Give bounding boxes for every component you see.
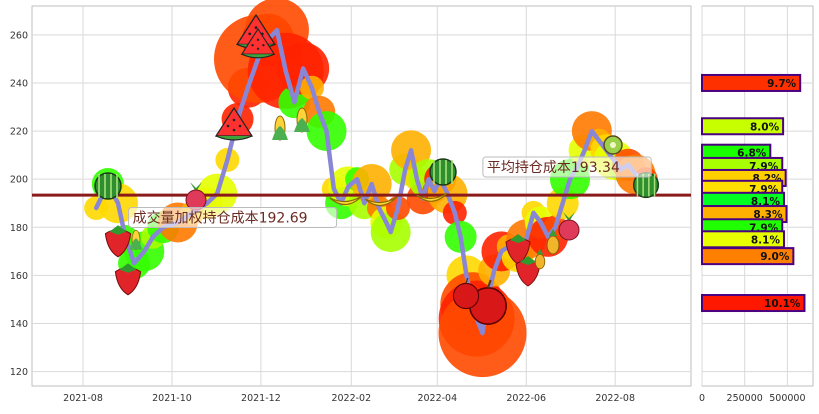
slice-rind [241,53,275,59]
strawberry-icon [114,263,142,296]
slice-seed [232,128,236,132]
radish-icon [558,212,580,241]
x-tick-label: 2021-12 [241,393,281,404]
radish-icon [185,182,207,211]
volume-bar-label: 9.0% [760,251,790,263]
volume-bar-label: 10.1% [764,298,801,310]
watermelon-icon [429,158,457,186]
x-tick-label: 2021-10 [152,393,192,404]
volume-bar-label: 8.1% [751,234,781,246]
x-tick-label: 2022-06 [506,393,546,404]
annotation-label: 成交量加权持仓成本192.69 [133,209,308,226]
kiwi-core [610,142,616,148]
y-tick-label: 220 [10,127,28,138]
corn-icon [294,107,310,133]
slice-seed [251,44,254,47]
y-tick-label: 140 [10,319,28,330]
strawberry-leaf [520,256,536,265]
annotation-box [482,156,652,178]
annotations: 成交量加权持仓成本192.69 平均持仓成本193.34 [128,156,652,228]
pineapple-body [534,253,546,270]
volume-plot-area: 9.7%8.0%6.8%7.9%8.2%7.9%8.1%8.3%7.9%8.1%… [699,5,814,404]
x-tick-labels: 2021-08 2021-10 2021-12 2022-02 2022-04 2022-… [63,393,635,404]
corn-husk [272,126,288,140]
y-tick-label: 180 [10,223,28,234]
volume-bar [701,294,806,313]
volume-bar [701,117,785,136]
apple-stem [487,279,492,289]
apple-icon [452,277,480,310]
price-line [93,27,649,336]
volume-bar-label: 9.7% [767,78,797,90]
banana-body [329,195,363,206]
y-tick-label: 200 [10,175,28,186]
slice-rind [215,135,253,141]
price-plot-area: 成交量加权持仓成本192.69 平均持仓成本193.34 120 140 160 180… [10,0,692,404]
pineapple-crown [549,229,557,236]
watermelon-slice-icon [240,28,276,59]
strawberry-icon [505,234,531,265]
strawberry-icon [104,225,132,258]
corn-icon [129,229,143,251]
slice-seed [226,124,230,128]
volume-tick-label: 0 [699,393,705,404]
volume-tick-labels: 0 250000 500000 [699,393,806,404]
y-tick-labels: 120 140 160 180 200 220 240 260 [10,30,28,378]
kiwi-icon [603,135,623,155]
banana-body [416,192,448,202]
strawberry-icon [515,256,541,287]
volume-bar [701,73,802,92]
corn-husk [294,118,310,132]
radish-body [558,219,580,241]
pineapple-body [546,235,560,255]
banana-icon [364,196,398,207]
y-tick-label: 120 [10,367,28,378]
volume-tick-label: 250000 [727,393,763,404]
x-tick-label: 2021-08 [63,393,103,404]
pineapple-icon [546,229,560,255]
slice-seed [262,44,265,47]
volume-bars: 9.7%8.0%6.8%7.9%8.2%7.9%8.1%8.3%7.9%8.1%… [701,73,806,313]
x-tick-label: 2022-04 [417,393,457,404]
volume-tick-label: 500000 [769,393,805,404]
volume-bar-label: 6.8% [737,148,767,160]
watermelon-slice-icon [214,106,254,141]
slice-seed [238,124,242,128]
price-line-layer [93,27,649,336]
slice-seed [248,32,252,36]
x-tick-label: 2022-08 [595,393,635,404]
y-tick-label: 260 [10,30,28,41]
x-tick-label: 2022-02 [331,393,371,404]
apple-body [452,282,480,310]
banana-icon [329,195,363,206]
watermelon-rind [429,158,457,186]
strawberry-leaf [510,234,526,243]
apple-stem [465,277,469,284]
watermelon-rind [94,172,122,200]
watermelon-icon [94,172,122,200]
corn-husk [129,238,143,250]
corn-icon [272,115,288,141]
strawberry-leaf [109,225,127,235]
annotation-label: 平均持仓成本193.34 [487,160,620,176]
annotation-box [128,206,338,228]
volume-bar-label: 8.0% [750,121,780,133]
volume-bar-label: 8.1% [751,196,781,208]
fruit-icons [94,13,660,325]
pineapple-crown [536,248,544,255]
slice-seed [232,118,236,122]
strawberry-leaf [119,263,137,273]
y-tick-label: 240 [10,78,28,89]
pineapple-icon [534,248,546,270]
banana-body [364,196,398,207]
slice-seed [256,47,260,50]
y-tick-label: 160 [10,271,28,282]
slice-seed [256,38,260,41]
volume-bar [701,247,795,266]
banana-icon [416,192,448,202]
slice-seed [254,26,258,29]
volume-bar-label: 8.3% [753,209,783,221]
